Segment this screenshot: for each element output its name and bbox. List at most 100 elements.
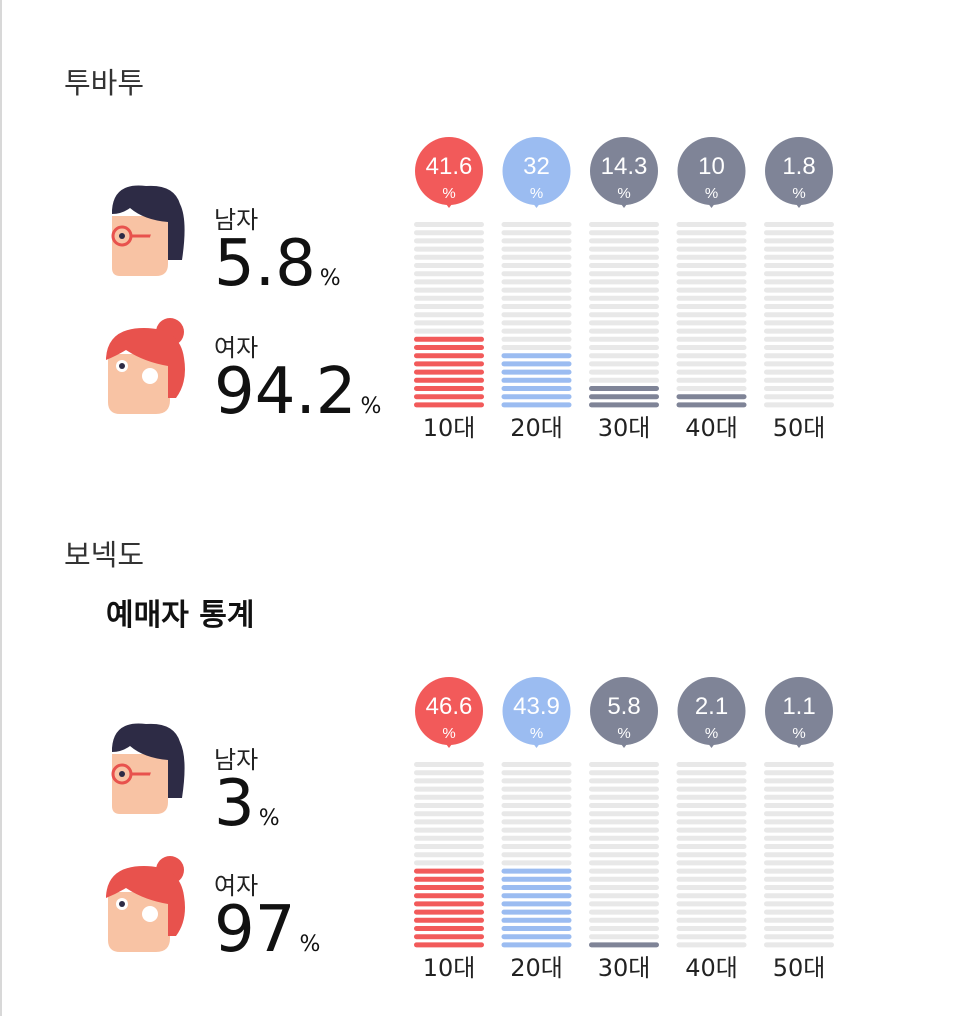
- bar-segment-empty: [676, 304, 747, 309]
- bar-segment-empty: [501, 295, 572, 301]
- bar-segment-filled: [414, 345, 484, 350]
- bar-segment-empty: [501, 811, 572, 817]
- bar-segment-empty: [764, 402, 834, 408]
- bar-segment-empty: [676, 263, 747, 268]
- bar-segment-empty: [589, 762, 659, 767]
- bar-segment-empty: [589, 909, 659, 915]
- bar-segment-empty: [764, 287, 834, 293]
- value-bubble: [502, 137, 571, 205]
- female-label: 여자: [214, 334, 259, 362]
- bar-segment-empty: [501, 819, 572, 825]
- bar-segment-empty: [589, 852, 659, 858]
- bar-segment-filled: [414, 934, 484, 940]
- bar-segment-empty: [414, 852, 484, 858]
- bar-segment-empty: [589, 844, 659, 849]
- bar-segment-empty: [764, 336, 834, 342]
- bar-segment-empty: [414, 271, 484, 277]
- value-label: 1.1: [782, 693, 815, 720]
- bar-segment-empty: [414, 263, 484, 268]
- bar-segment-empty: [676, 279, 747, 285]
- bar-segment-empty: [589, 369, 659, 375]
- bar-segment-empty: [414, 762, 484, 767]
- bar-segment-empty: [764, 942, 834, 948]
- male-label: 남자: [214, 746, 259, 774]
- bar-segment-empty: [764, 860, 834, 866]
- value-bubble: [765, 137, 833, 205]
- bar-segment-filled: [414, 926, 484, 931]
- female-label: 여자: [214, 872, 259, 900]
- bar-segment-empty: [589, 328, 659, 334]
- bar-segment-empty: [676, 917, 747, 923]
- bar-segment-empty: [414, 304, 484, 309]
- bar-segment-empty: [589, 263, 659, 268]
- bar-segment-empty: [764, 934, 834, 940]
- bar-segment-empty: [501, 786, 572, 792]
- bar-segment-empty: [676, 361, 747, 367]
- category-label: 30대: [598, 954, 651, 982]
- bar-segment-empty: [764, 901, 834, 907]
- bar-segment-filled: [501, 926, 572, 931]
- bar-segment-filled: [414, 386, 484, 391]
- bar-segment-empty: [764, 778, 834, 784]
- bar-segment-empty: [501, 844, 572, 849]
- value-bubble: [415, 137, 483, 205]
- bar-segment-empty: [501, 287, 572, 293]
- bar-segment-filled: [589, 942, 659, 948]
- bar-segment-empty: [676, 926, 747, 931]
- bar-segment-empty: [589, 917, 659, 923]
- bar-segment-empty: [764, 279, 834, 285]
- bar-segment-empty: [764, 312, 834, 318]
- bar-segment-empty: [414, 295, 484, 301]
- bar-segment-empty: [676, 770, 747, 776]
- bar-segment-empty: [589, 320, 659, 326]
- bar-segment-empty: [676, 336, 747, 342]
- bar-segment-empty: [764, 762, 834, 767]
- bar-segment-empty: [589, 835, 659, 841]
- bar-segment-empty: [676, 803, 747, 808]
- bar-segment-empty: [501, 238, 572, 244]
- bar-segment-empty: [414, 287, 484, 293]
- value-label: 1.8: [782, 153, 815, 180]
- bar-segment-empty: [589, 786, 659, 792]
- bar-segment-empty: [764, 377, 834, 383]
- bar-segment-empty: [589, 934, 659, 940]
- bar-segment-empty: [501, 320, 572, 326]
- bar-segment-empty: [764, 304, 834, 309]
- bar-segment-empty: [414, 827, 484, 833]
- bar-segment-empty: [414, 328, 484, 334]
- bar-segment-filled: [414, 868, 484, 874]
- value-bubble: [415, 677, 483, 745]
- bar-segment-empty: [589, 803, 659, 808]
- bar-segment-empty: [676, 377, 747, 383]
- value-bubble: [502, 677, 571, 745]
- bar-segment-empty: [676, 295, 747, 301]
- bar-segment-filled: [589, 402, 659, 408]
- value-unit-label: %: [530, 185, 543, 202]
- bar-segment-empty: [764, 246, 834, 252]
- bar-segment-empty: [589, 868, 659, 874]
- bar-segment-empty: [764, 917, 834, 923]
- bar-segment-empty: [764, 345, 834, 350]
- bar-segment-empty: [589, 312, 659, 318]
- bar-segment-filled: [501, 361, 572, 367]
- bar-segment-empty: [589, 770, 659, 776]
- male-avatar-icon: [111, 185, 185, 276]
- bar-segment-empty: [676, 328, 747, 334]
- bar-segment-empty: [589, 794, 659, 800]
- bar-segment-empty: [589, 279, 659, 285]
- bar-segment-empty: [764, 876, 834, 882]
- value-unit-label: %: [705, 185, 718, 202]
- bar-segment-empty: [764, 909, 834, 915]
- bar-segment-empty: [501, 336, 572, 342]
- bar-segment-empty: [764, 803, 834, 808]
- male-avatar-icon: [111, 723, 185, 814]
- bar-segment-filled: [414, 909, 484, 915]
- bar-segment-filled: [501, 353, 572, 359]
- value-unit-label: %: [617, 725, 630, 742]
- bar-segment-empty: [501, 312, 572, 318]
- value-label: 14.3: [601, 153, 648, 180]
- bar-segment-empty: [676, 811, 747, 817]
- bar-segment-empty: [589, 819, 659, 825]
- bar-segment-filled: [414, 901, 484, 907]
- bar-segment-empty: [501, 271, 572, 277]
